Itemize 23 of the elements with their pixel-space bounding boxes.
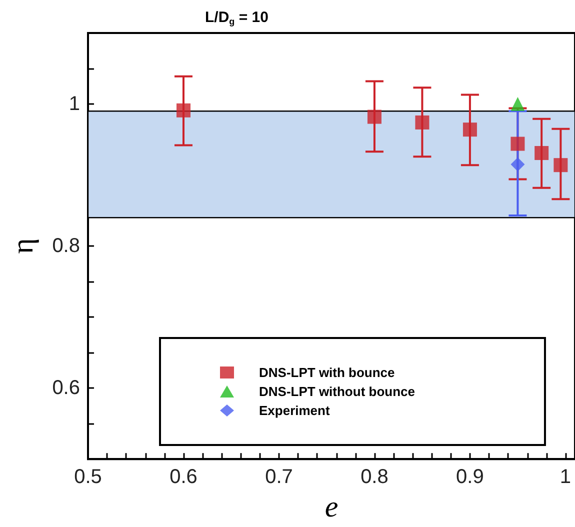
point	[367, 110, 382, 124]
x-tick-label: 0.7	[265, 466, 293, 488]
x-tick-label: 0.6	[170, 466, 198, 488]
x-axis-title: e	[324, 490, 338, 524]
legend-label: Experiment	[259, 403, 330, 418]
legend-label: DNS-LPT without bounce	[259, 384, 415, 399]
legend-label: DNS-LPT with bounce	[259, 365, 395, 380]
point	[176, 103, 190, 118]
x-tick-label: 1	[560, 466, 572, 488]
point	[554, 158, 568, 172]
x-tick-label: 0.9	[456, 466, 484, 488]
x-tick-label: 0.8	[360, 466, 388, 488]
point	[510, 136, 525, 151]
point	[510, 157, 525, 172]
y-axis-title: η	[6, 238, 40, 254]
point	[534, 146, 549, 160]
point	[462, 122, 477, 137]
x-tick-label: 0.5	[74, 466, 102, 488]
point	[415, 115, 430, 130]
point	[510, 97, 525, 112]
y-tick-label: 1	[68, 93, 80, 116]
y-tick-label: 0.8	[52, 235, 80, 258]
y-tick-label: 0.6	[52, 377, 80, 400]
